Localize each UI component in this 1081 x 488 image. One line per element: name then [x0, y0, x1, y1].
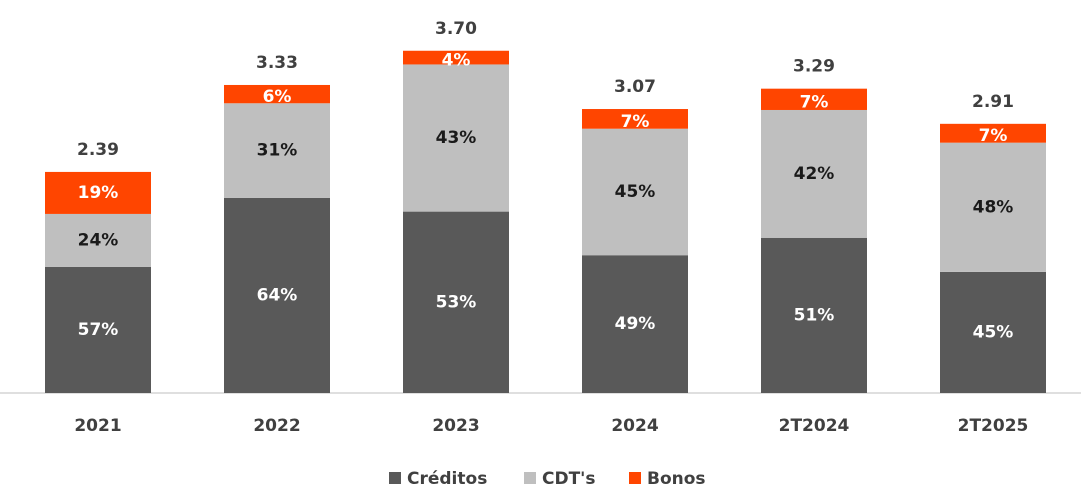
data-label: 43% — [436, 128, 477, 148]
bar-segment — [224, 103, 330, 198]
data-label: 64% — [257, 285, 298, 305]
bar-segment — [403, 64, 509, 212]
bar-segment — [761, 237, 867, 393]
legend-swatch — [524, 472, 536, 484]
data-label: 7% — [621, 112, 650, 132]
total-label: 2.39 — [77, 140, 119, 160]
bar-segment — [45, 171, 151, 214]
bar-segment — [224, 84, 330, 104]
legend-swatch — [389, 472, 401, 484]
data-label: 51% — [794, 305, 835, 325]
data-label: 4% — [442, 51, 471, 71]
data-label: 45% — [615, 182, 656, 202]
data-label: 49% — [615, 314, 656, 334]
legend-swatch — [629, 472, 641, 484]
total-label: 3.33 — [256, 53, 298, 73]
bar-segment — [45, 266, 151, 393]
data-label: 45% — [973, 322, 1014, 342]
data-label: 42% — [794, 164, 835, 184]
x-tick-label: 2021 — [74, 416, 121, 436]
bar-segment — [940, 271, 1046, 393]
data-label: 31% — [257, 141, 298, 161]
legend-label: CDT's — [542, 469, 596, 488]
data-label: 6% — [263, 87, 292, 107]
legend-label: Créditos — [407, 469, 487, 488]
total-label: 3.70 — [435, 19, 477, 39]
x-tick-label: 2023 — [432, 416, 479, 436]
bar-segment — [582, 255, 688, 393]
data-label: 7% — [800, 92, 829, 112]
bar-segment — [224, 197, 330, 393]
total-label: 2.91 — [972, 92, 1014, 112]
bar-segment — [940, 142, 1046, 272]
x-tick-label: 2T2025 — [958, 416, 1029, 436]
bar-segment — [403, 211, 509, 393]
data-label: 24% — [78, 230, 119, 250]
bar-segment — [761, 88, 867, 110]
bar-segment — [582, 109, 688, 129]
x-tick-label: 2T2024 — [779, 416, 850, 436]
bar-segment — [403, 50, 509, 65]
bar-segment — [45, 213, 151, 267]
bar-segment — [761, 109, 867, 238]
legend-label: Bonos — [647, 469, 706, 488]
data-label: 7% — [979, 126, 1008, 146]
total-label: 3.07 — [614, 77, 656, 97]
bar-segment — [582, 128, 688, 256]
data-label: 19% — [78, 183, 119, 203]
data-label: 57% — [78, 320, 119, 340]
bar-segment — [940, 123, 1046, 143]
data-label: 48% — [973, 197, 1014, 217]
x-tick-label: 2024 — [611, 416, 658, 436]
total-label: 3.29 — [793, 57, 835, 77]
data-label: 53% — [436, 292, 477, 312]
x-tick-label: 2022 — [253, 416, 300, 436]
